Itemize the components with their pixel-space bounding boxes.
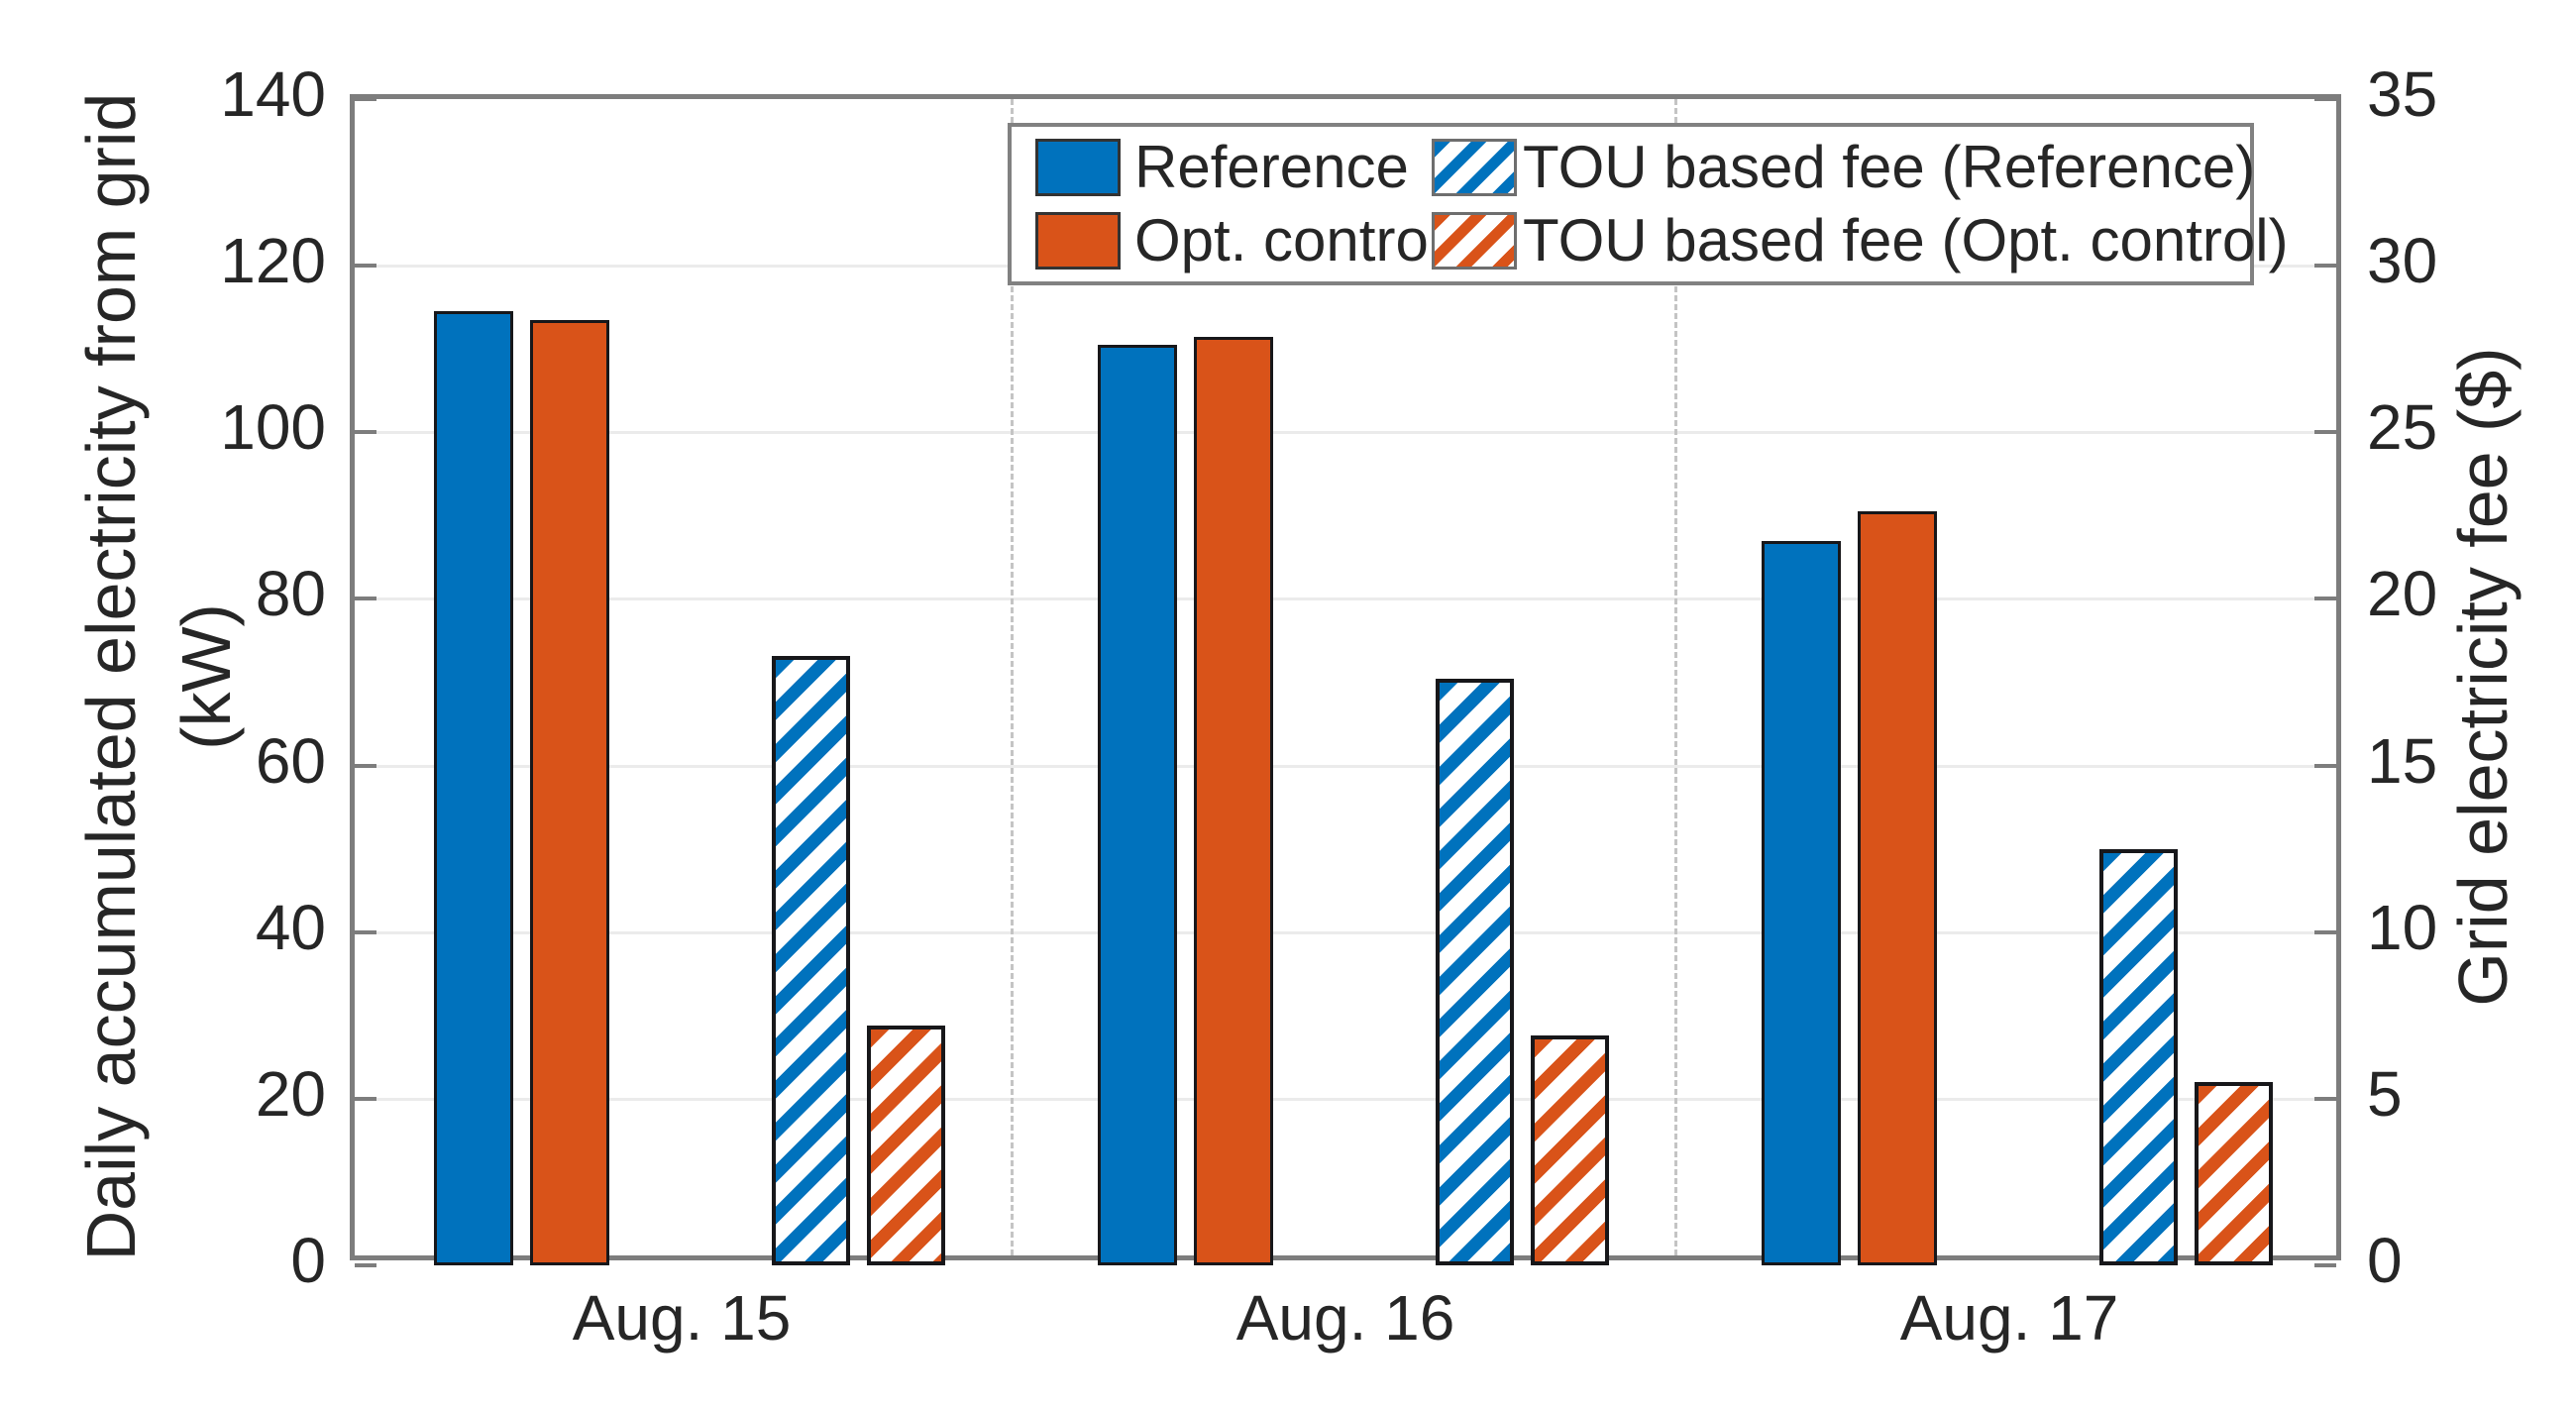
legend-swatch-hatched-orange (1432, 212, 1517, 270)
left-tick-label-140: 140 (220, 58, 326, 130)
right-tick-10 (2314, 929, 2336, 934)
legend-label-3: TOU based fee (Opt. control) (1523, 207, 2289, 273)
legend-label-1: Opt. control (1134, 207, 1443, 273)
left-tick-label-120: 120 (220, 225, 326, 297)
right-tick-35 (2314, 97, 2336, 101)
right-tick-label-20: 20 (2367, 558, 2438, 630)
bar-aug-16-series-1 (1193, 336, 1273, 1265)
bar-aug-16-series-3 (1530, 1034, 1610, 1265)
x-tick-label-3: Aug. 17 (1899, 1282, 2119, 1354)
legend-entry-2: TOU based fee (Reference) (1432, 136, 2255, 199)
bar-aug-15-series-2 (771, 655, 851, 1265)
left-tick-140 (355, 97, 376, 101)
right-tick-label-10: 10 (2367, 891, 2438, 963)
left-tick-60 (355, 763, 376, 768)
right-axis-title: Grid electricity fee ($) (2444, 347, 2522, 1007)
right-tick-15 (2314, 763, 2336, 768)
left-tick-100 (355, 430, 376, 435)
x-tick-label-1: Aug. 15 (572, 1282, 792, 1354)
right-tick-label-30: 30 (2367, 225, 2438, 297)
legend-entry-1: Opt. control (1035, 209, 1442, 272)
legend-swatch-hatched-blue (1432, 139, 1517, 196)
bar-aug-16-series-2 (1435, 679, 1515, 1265)
bar-aug-17-series-3 (2194, 1082, 2274, 1265)
bar-aug-15-series-0 (434, 311, 514, 1265)
right-tick-30 (2314, 264, 2336, 269)
right-tick-label-35: 35 (2367, 58, 2438, 130)
legend-label-2: TOU based fee (Reference) (1523, 134, 2256, 200)
left-tick-label-60: 60 (255, 724, 326, 797)
right-tick-5 (2314, 1096, 2336, 1101)
bar-aug-15-series-3 (866, 1025, 946, 1265)
gridline-100 (355, 431, 2336, 435)
left-tick-120 (355, 264, 376, 269)
left-tick-label-80: 80 (255, 558, 326, 630)
left-tick-80 (355, 597, 376, 601)
group-separator-2 (1674, 99, 1677, 1255)
gridline-20 (355, 1097, 2336, 1101)
right-tick-0 (2314, 1263, 2336, 1267)
right-tick-label-15: 15 (2367, 724, 2438, 797)
x-tick-label-2: Aug. 16 (1235, 1282, 1455, 1354)
right-tick-label-25: 25 (2367, 391, 2438, 464)
left-tick-label-40: 40 (255, 891, 326, 963)
bar-aug-17-series-2 (2098, 848, 2179, 1265)
right-tick-20 (2314, 597, 2336, 601)
gridline-80 (355, 597, 2336, 601)
group-separator-1 (1011, 99, 1014, 1255)
right-tick-25 (2314, 430, 2336, 435)
left-axis-title-line1: Daily accumulated electricity from grid (72, 92, 150, 1261)
bar-aug-17-series-0 (1762, 540, 1842, 1265)
left-tick-label-0: 0 (290, 1225, 326, 1296)
gridline-60 (355, 764, 2336, 768)
right-tick-label-0: 0 (2367, 1225, 2403, 1296)
legend-swatch-solid-blue (1035, 139, 1121, 196)
left-tick-20 (355, 1096, 376, 1101)
left-tick-0 (355, 1263, 376, 1267)
legend: Reference TOU based fee (Reference) Opt. c… (1008, 123, 2289, 285)
legend-entry-3: TOU based fee (Opt. control) (1432, 209, 2289, 272)
legend-entry-0: Reference (1035, 136, 1432, 199)
left-tick-label-20: 20 (255, 1057, 326, 1130)
legend-swatch-solid-orange (1035, 212, 1121, 270)
bar-aug-16-series-0 (1098, 345, 1178, 1265)
left-tick-label-100: 100 (220, 391, 326, 464)
bar-aug-15-series-1 (529, 319, 609, 1265)
left-tick-40 (355, 929, 376, 934)
plot-area: Reference TOU based fee (Reference) Opt. c… (350, 94, 2341, 1267)
right-tick-label-5: 5 (2367, 1057, 2403, 1130)
gridline-40 (355, 930, 2336, 934)
legend-label-0: Reference (1134, 134, 1409, 200)
bar-aug-17-series-1 (1857, 511, 1937, 1265)
